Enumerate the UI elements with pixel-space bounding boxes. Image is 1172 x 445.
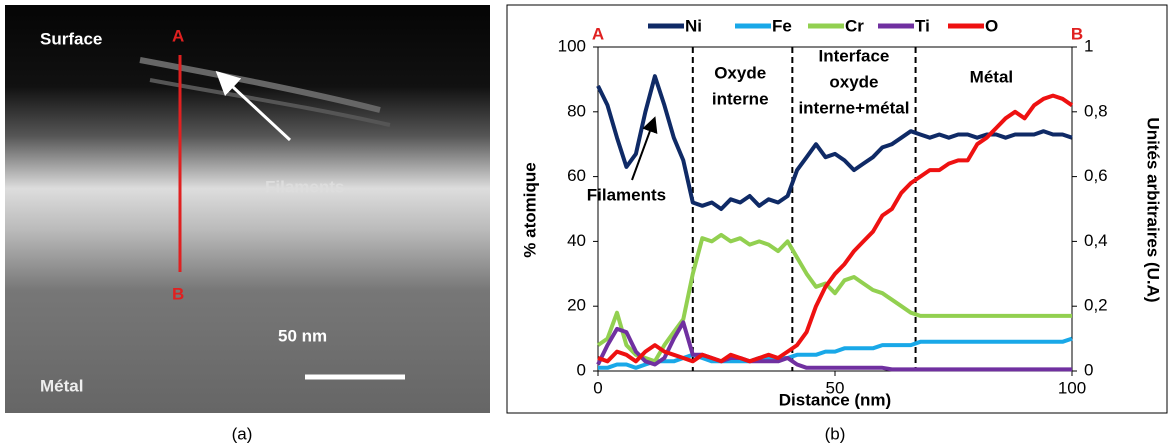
legend-label: Ti <box>915 16 930 35</box>
legend-label: O <box>985 16 998 35</box>
y2-tick-label: 0,4 <box>1084 231 1108 250</box>
label: A <box>172 26 184 45</box>
label: 50 nm <box>278 326 327 345</box>
y-tick-label: 100 <box>558 36 586 55</box>
filament-texture <box>139 57 381 113</box>
micrograph-image <box>5 5 490 413</box>
annotation: interne <box>712 89 769 108</box>
series-line <box>596 320 1072 372</box>
y-tick-label: 0 <box>577 360 586 379</box>
y2-tick-label: 0,2 <box>1084 296 1108 315</box>
x-axis-title: Distance (nm) <box>779 390 891 409</box>
y2-tick-label: 0 <box>1084 360 1093 379</box>
y2-tick-label: 0,8 <box>1084 101 1108 120</box>
label: Filaments <box>265 177 344 196</box>
annotation: Métal <box>970 67 1013 86</box>
label: Métal <box>40 376 83 395</box>
series-line <box>596 232 1072 364</box>
caption: (a) <box>232 424 253 443</box>
chart-frame <box>506 4 1168 414</box>
annotation: Interface <box>819 46 890 65</box>
y-tick-label: 20 <box>567 296 586 315</box>
label: B <box>172 284 184 303</box>
annotation-arrow <box>631 116 658 181</box>
legend-label: Fe <box>772 16 792 35</box>
x-tick-label: 0 <box>593 378 602 397</box>
series-line <box>597 93 1074 364</box>
annotation: Filaments <box>587 185 666 204</box>
annotation: interne+métal <box>798 98 909 117</box>
y-tick-label: 60 <box>567 166 586 185</box>
annotation: oxyde <box>829 72 878 91</box>
y-tick-label: 80 <box>567 101 586 120</box>
label: Surface <box>40 29 102 48</box>
x-tick-label: 50 <box>826 378 845 397</box>
legend-label: Ni <box>685 16 702 35</box>
corner-label: B <box>1071 24 1083 43</box>
legend-label: Cr <box>845 16 864 35</box>
micrograph: Surface A B Filaments 50 nm Métal <box>5 5 490 413</box>
x-tick-label: 100 <box>1058 378 1086 397</box>
y-axis-title: % atomique <box>520 162 539 257</box>
series-line <box>596 74 1073 211</box>
caption: (b) <box>825 424 846 443</box>
y2-tick-label: 1 <box>1084 36 1093 55</box>
y2-tick-label: 0,6 <box>1084 166 1108 185</box>
series-line <box>598 336 1073 370</box>
y-tick-label: 40 <box>567 231 586 250</box>
annotation: Oxyde <box>714 63 766 82</box>
corner-label: A <box>592 24 604 43</box>
arrow <box>215 70 292 142</box>
y2-axis-title: Unités arbitraires (U.A) <box>1144 117 1163 302</box>
